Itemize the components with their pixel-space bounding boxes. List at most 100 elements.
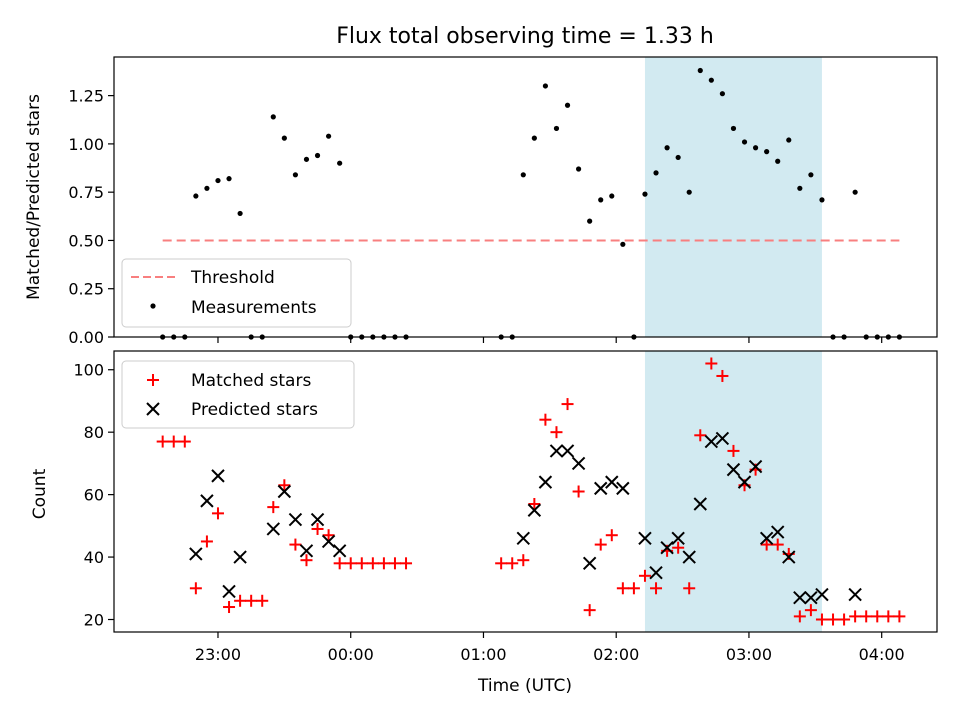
matched-star-point <box>882 610 895 623</box>
bottom-ytick-label: 40 <box>84 548 104 567</box>
measurement-point <box>620 241 626 247</box>
matched-star-point <box>727 444 740 457</box>
measurement-point <box>730 125 737 132</box>
measurement-point <box>215 177 221 184</box>
matched-star-point <box>594 538 607 551</box>
measurement-point <box>575 166 582 172</box>
measurement-point <box>653 170 659 176</box>
matched-star-point <box>300 554 313 567</box>
measurement-point <box>325 133 332 139</box>
bottom-xtick-label: 02:00 <box>593 645 639 664</box>
measurement-point <box>852 189 858 195</box>
measurement-point <box>775 158 781 164</box>
bottom-xtick-label: 23:00 <box>195 645 241 664</box>
matched-star-point <box>893 610 906 623</box>
matched-star-point <box>167 435 180 448</box>
bottom-ytick-label: 100 <box>73 361 104 380</box>
predicted-star-point <box>549 444 564 458</box>
bottom-marks <box>156 357 906 626</box>
measurement-point <box>337 160 343 166</box>
matched-star-point <box>189 582 202 595</box>
matched-star-point <box>400 557 413 570</box>
matched-star-point <box>760 538 773 551</box>
matched-star-point <box>550 426 563 439</box>
top-x-ticks <box>217 337 883 343</box>
matched-star-point <box>849 610 862 623</box>
measurement-point <box>520 172 526 178</box>
predicted-star-point <box>288 512 303 527</box>
bottom-ytick-label: 20 <box>84 611 104 630</box>
predicted-star-point <box>516 531 530 546</box>
legend-predicted-label: Predicted stars <box>191 400 318 420</box>
matched-star-point <box>267 501 280 514</box>
matched-star-point <box>838 613 851 626</box>
predicted-star-point <box>332 544 347 558</box>
predicted-star-point <box>649 565 663 580</box>
matched-star-point <box>650 582 663 595</box>
measurement-point <box>564 102 571 108</box>
predicted-star-point <box>222 584 236 599</box>
measurement-point <box>786 137 792 143</box>
measurement-point <box>204 185 210 191</box>
matched-star-point <box>289 538 302 551</box>
matched-star-point <box>245 594 258 607</box>
predicted-star-point <box>715 431 730 446</box>
bottom-x-ticks: 23:00 00:00 01:00 02:00 03:00 04:00 <box>195 632 905 664</box>
measurement-point <box>531 135 537 141</box>
bottom-axes-frame <box>113 350 938 633</box>
predicted-star-point <box>759 531 774 546</box>
measurement-point <box>303 156 310 162</box>
predicted-star-point <box>737 475 752 489</box>
top-axes-frame <box>113 56 938 338</box>
legend-matched-label: Matched stars <box>191 371 311 391</box>
predicted-star-point <box>682 550 696 564</box>
matched-star-point <box>539 413 552 426</box>
bottom-xtick-label: 00:00 <box>328 645 374 664</box>
matched-star-point <box>683 582 696 595</box>
predicted-star-point <box>582 556 597 571</box>
predicted-star-point <box>538 475 553 489</box>
top-ytick-label: 0.50 <box>68 231 104 250</box>
matched-star-point <box>311 522 324 535</box>
predicted-star-point <box>594 481 608 496</box>
top-ytick-label: 0.75 <box>68 183 104 202</box>
matched-star-point <box>495 557 508 570</box>
matched-star-point <box>815 613 828 626</box>
predicted-star-point <box>189 547 203 561</box>
predicted-star-point <box>704 434 719 449</box>
bottom-xtick-label: 03:00 <box>726 645 772 664</box>
matched-star-point <box>355 557 368 570</box>
measurement-point <box>752 145 759 151</box>
bottom-y-ticks: 20 40 60 80 100 <box>73 361 114 630</box>
measurement-point <box>553 125 560 132</box>
measurement-point <box>708 77 714 83</box>
matched-star-point <box>278 479 291 492</box>
measurement-point <box>741 139 748 145</box>
predicted-star-point <box>638 531 652 546</box>
top-legend: Threshold Measurements <box>121 258 352 328</box>
predicted-star-point <box>277 484 292 499</box>
measurement-point <box>764 149 770 155</box>
matched-star-point <box>616 582 629 595</box>
bottom-legend: Matched stars Predicted stars <box>121 360 355 429</box>
measurement-point <box>542 83 549 89</box>
matched-star-point <box>211 507 224 520</box>
measurement-point <box>193 193 199 199</box>
legend-measurements-swatch <box>150 303 156 309</box>
top-ytick-label: 0.00 <box>68 328 104 347</box>
measurement-point <box>314 152 321 159</box>
predicted-star-point <box>605 475 619 489</box>
predicted-star-point <box>793 590 807 605</box>
matched-star-point <box>156 435 169 448</box>
matched-star-point <box>638 569 651 582</box>
matched-star-point <box>672 541 685 554</box>
legend-threshold-label: Threshold <box>190 268 275 288</box>
matched-star-point <box>572 485 585 498</box>
measurement-point <box>270 114 276 120</box>
matched-star-point <box>860 610 873 623</box>
predicted-star-point <box>782 550 796 564</box>
top-ytick-label: 0.25 <box>68 280 104 299</box>
matched-star-point <box>561 398 574 411</box>
matched-star-point <box>256 594 269 607</box>
